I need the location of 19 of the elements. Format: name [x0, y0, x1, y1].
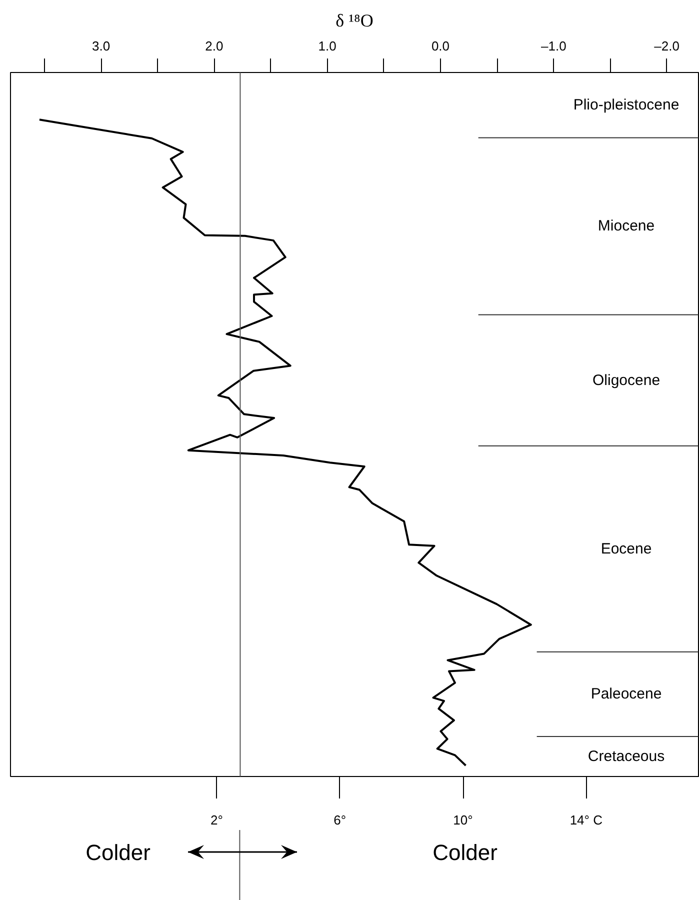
x-tick-label: 0.0 — [431, 38, 450, 54]
text: Colder — [86, 840, 150, 865]
x2-tick-label: 2° — [210, 812, 223, 828]
x2-tick-label: 10° — [453, 812, 473, 828]
annotation: Eocene — [600, 540, 652, 558]
annotation: Plio-pleistocene — [573, 96, 680, 114]
x2-tick-label: 6° — [334, 812, 346, 828]
annotation: Miocene — [598, 218, 655, 235]
x-tick-label: 3.0 — [92, 38, 110, 54]
annotation: Oligocene — [592, 372, 660, 389]
x-tick-label: 2.0 — [205, 38, 224, 54]
annotation: Paleocene — [590, 686, 662, 703]
annotation: Cretaceous — [588, 748, 665, 765]
x2-tick-label: 14° C — [570, 812, 602, 828]
x-axis-title: δ ¹⁸O — [336, 10, 374, 30]
x-tick-label: 1.0 — [318, 38, 336, 54]
x-tick-label: –1.0 — [541, 38, 566, 54]
x-tick-label: –2.0 — [654, 38, 680, 54]
text: Colder — [432, 840, 498, 865]
